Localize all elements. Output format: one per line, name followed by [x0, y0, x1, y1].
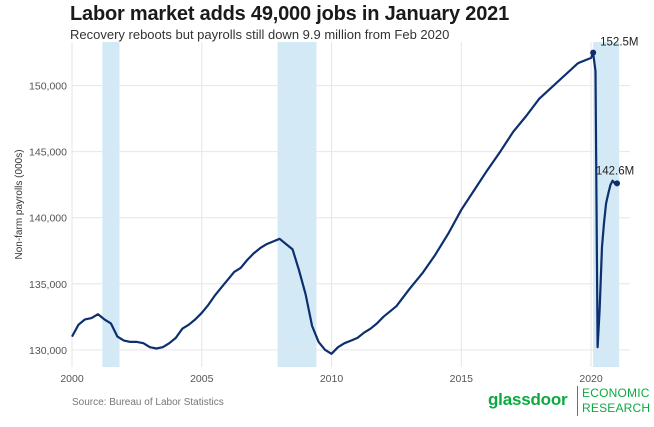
- y-tick-label: 130,000: [29, 345, 67, 357]
- payrolls-line: [71, 51, 617, 355]
- source-note: Source: Bureau of Labor Statistics: [72, 397, 224, 408]
- annotation-point: [590, 49, 597, 56]
- logo-wordmark: glassdoor: [488, 390, 568, 409]
- x-tick-label: 2015: [450, 373, 474, 385]
- x-tick-label: 2005: [190, 373, 214, 385]
- annotation-label: 152.5M: [600, 37, 638, 49]
- chart-title: Labor market adds 49,000 jobs in January…: [70, 3, 509, 25]
- annotation-point: [614, 180, 621, 187]
- x-tick-label: 2010: [320, 373, 344, 385]
- recession-band: [102, 42, 120, 367]
- annotation-label: 142.6M: [596, 165, 634, 177]
- logo-divider: [577, 386, 578, 416]
- x-tick-label: 2000: [60, 373, 84, 385]
- y-tick-label: 140,000: [29, 213, 67, 225]
- logo-line-research: RESEARCH: [582, 401, 651, 415]
- y-tick-label: 150,000: [29, 81, 67, 93]
- y-axis-label: Non-farm payrolls (000s): [14, 149, 25, 259]
- y-tick-label: 135,000: [29, 279, 67, 291]
- logo-line-economic: ECONOMIC: [582, 386, 650, 400]
- y-tick-label: 145,000: [29, 147, 67, 159]
- chart-subtitle: Recovery reboots but payrolls still down…: [70, 27, 450, 42]
- x-tick-label: 2020: [579, 373, 603, 385]
